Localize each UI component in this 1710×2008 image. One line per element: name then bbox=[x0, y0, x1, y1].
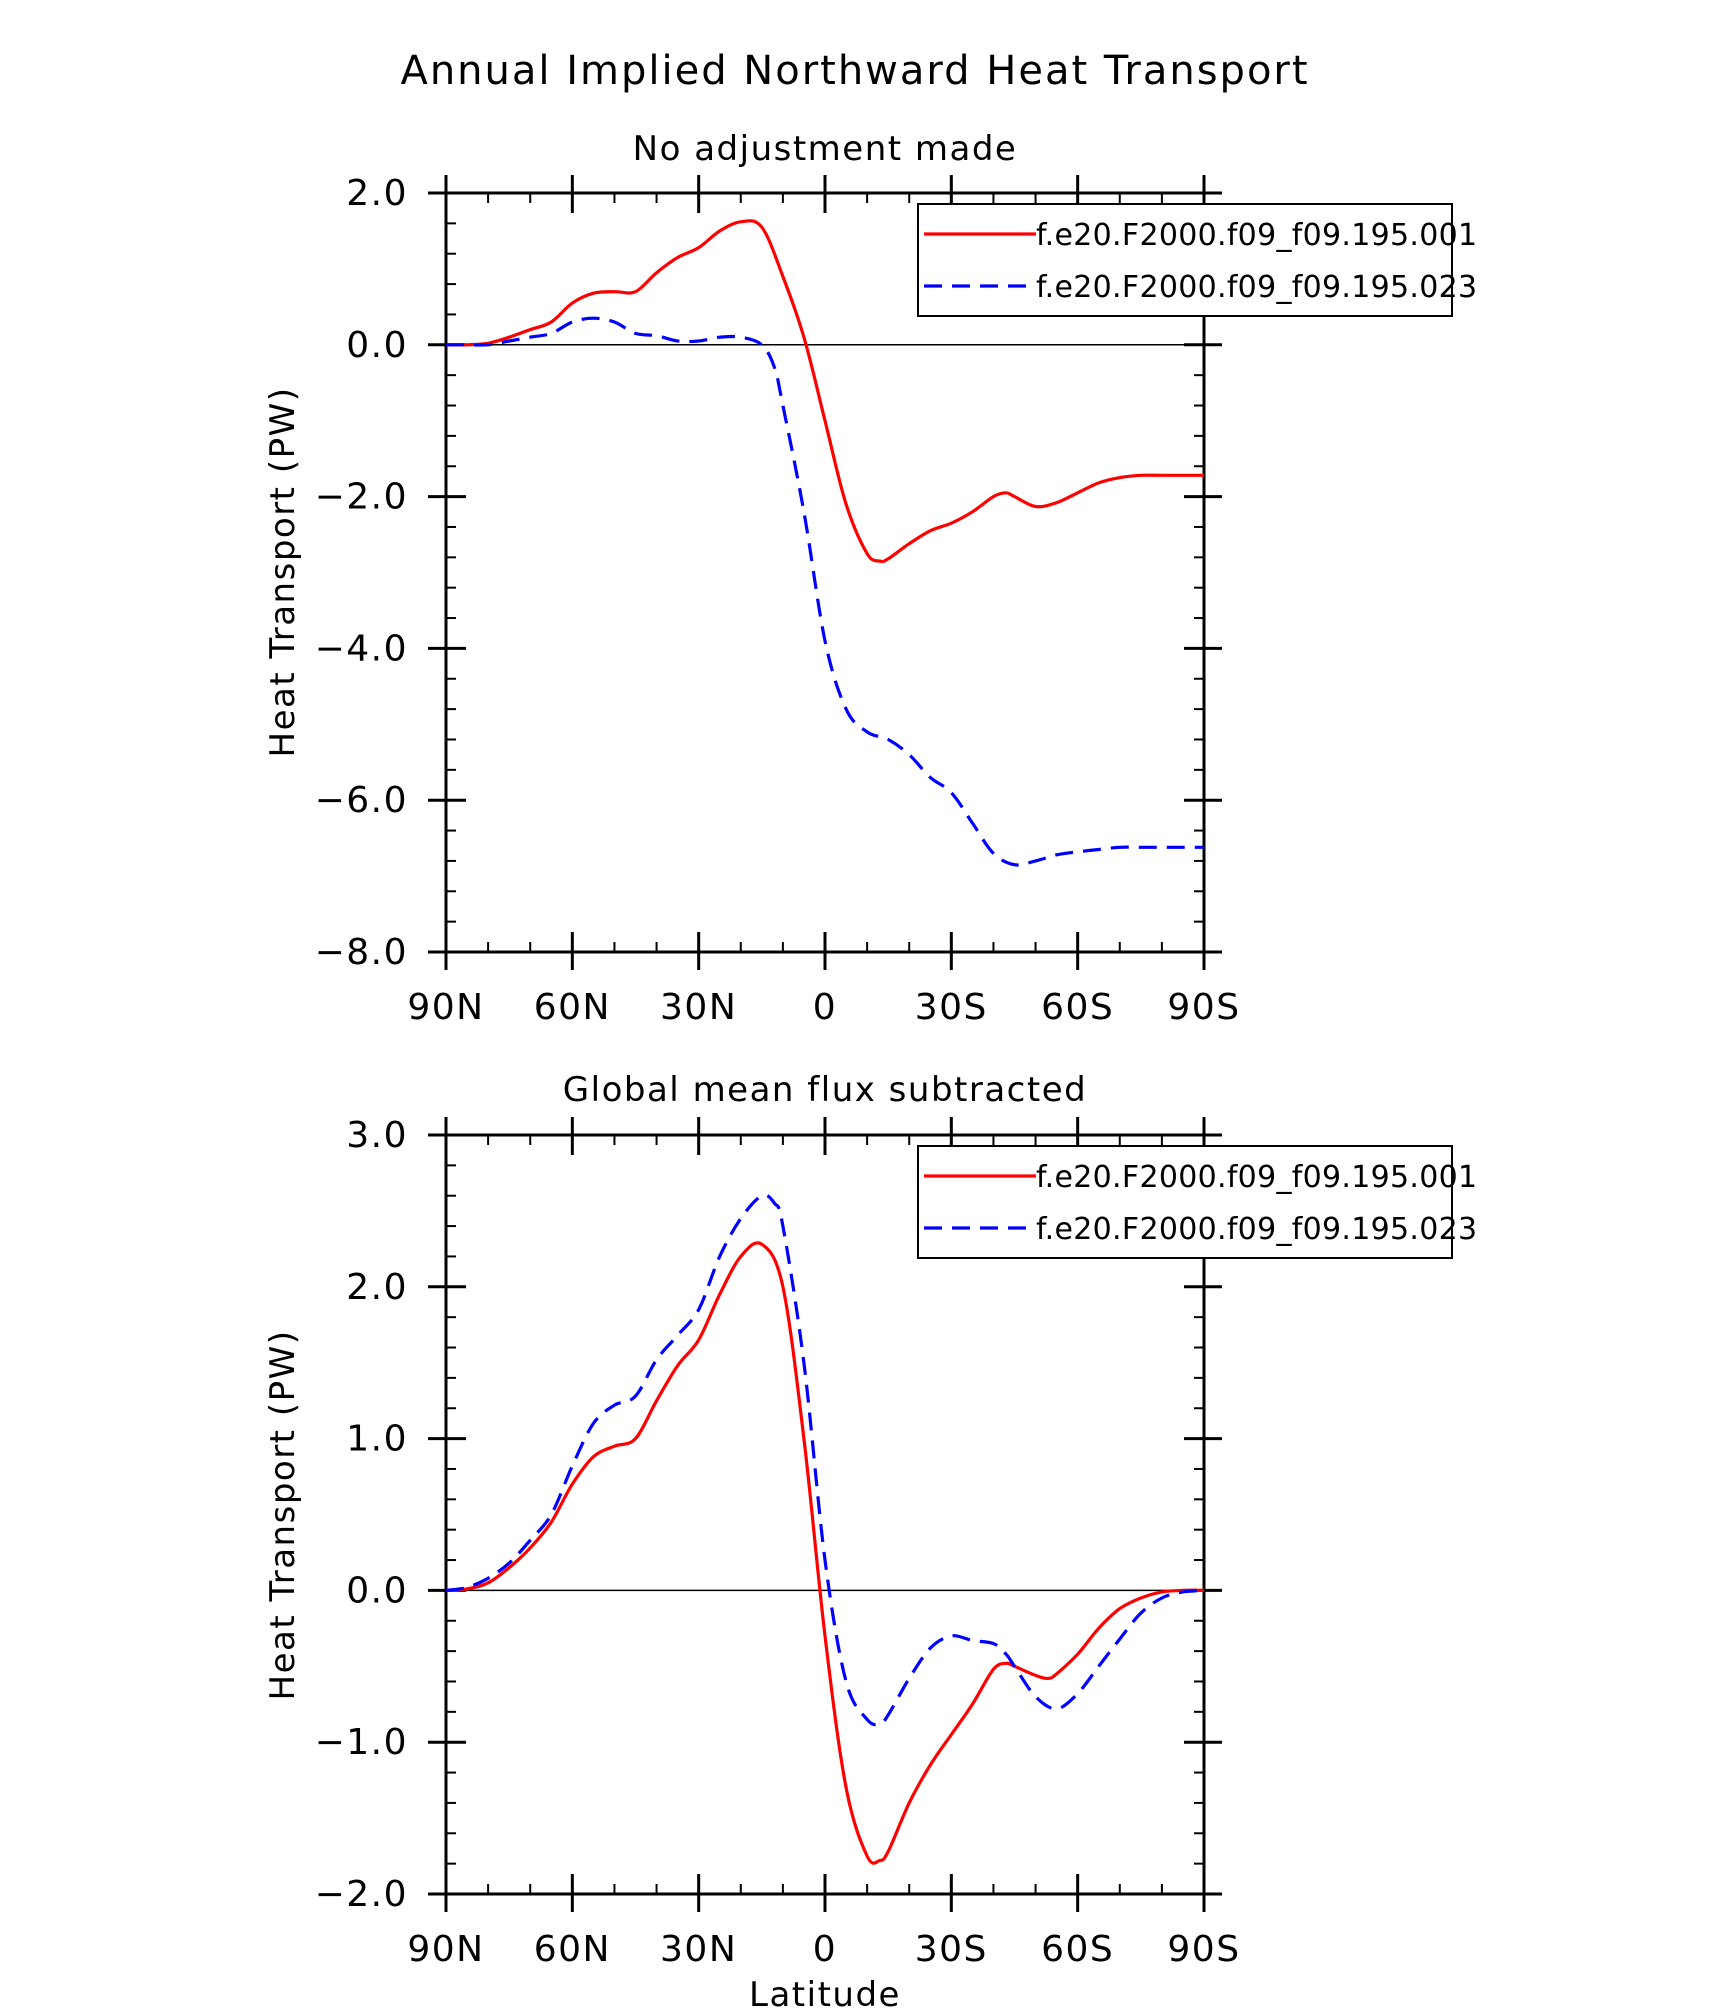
chart-top-ylabel: Heat Transport (PW) bbox=[263, 387, 303, 758]
y-tick-label: −6.0 bbox=[315, 780, 408, 821]
x-tick-label: 90S bbox=[1167, 987, 1240, 1028]
chart-bottom-xlabel: Latitude bbox=[749, 1975, 901, 2008]
chart-top-title: No adjustment made bbox=[633, 129, 1018, 169]
chart-bottom-ylabel: Heat Transport (PW) bbox=[263, 1330, 303, 1701]
legend-box bbox=[917, 203, 1453, 317]
series-line-1 bbox=[445, 219, 1204, 564]
x-tick-label: 0 bbox=[813, 987, 837, 1028]
y-tick-label: −4.0 bbox=[315, 628, 408, 669]
x-tick-label: 60N bbox=[534, 987, 611, 1028]
y-tick-label: 0.0 bbox=[346, 325, 408, 366]
x-tick-label: 90N bbox=[407, 1929, 484, 1970]
chart-bottom-title: Global mean flux subtracted bbox=[563, 1070, 1087, 1110]
x-tick-label: 30N bbox=[660, 987, 737, 1028]
y-tick-label: 2.0 bbox=[346, 1267, 408, 1308]
series-line-2 bbox=[446, 316, 1204, 867]
y-tick-label: 3.0 bbox=[346, 1115, 408, 1156]
x-tick-label: 60S bbox=[1041, 1929, 1114, 1970]
legend-label-1: f.e20.F2000.f09_f09.195.001 bbox=[1036, 218, 1477, 253]
x-tick-label: 0 bbox=[813, 1929, 837, 1970]
y-tick-label: −2.0 bbox=[315, 1874, 408, 1915]
x-tick-label: 60S bbox=[1041, 987, 1114, 1028]
legend-label-2: f.e20.F2000.f09_f09.195.023 bbox=[1036, 1212, 1477, 1247]
chart-top: No adjustment made Heat Transport (PW) 9… bbox=[263, 129, 1477, 1028]
series-line-1 bbox=[445, 1241, 1205, 1865]
legend-label-2: f.e20.F2000.f09_f09.195.023 bbox=[1036, 270, 1477, 305]
y-tick-label: 0.0 bbox=[346, 1570, 408, 1611]
y-tick-label: 1.0 bbox=[346, 1419, 408, 1460]
series-line-2 bbox=[445, 1193, 1205, 1727]
x-tick-label: 30N bbox=[660, 1929, 737, 1970]
y-tick-label: −1.0 bbox=[315, 1722, 408, 1763]
x-tick-label: 30S bbox=[915, 987, 988, 1028]
legend: f.e20.F2000.f09_f09.195.001 f.e20.F2000.f… bbox=[917, 203, 1477, 317]
legend-label-1: f.e20.F2000.f09_f09.195.001 bbox=[1036, 1160, 1477, 1195]
chart-bottom: Global mean flux subtracted Heat Transpo… bbox=[263, 1070, 1477, 2008]
x-tick-label: 60N bbox=[534, 1929, 611, 1970]
legend-box bbox=[917, 1145, 1453, 1259]
x-tick-label: 30S bbox=[915, 1929, 988, 1970]
x-tick-label: 90N bbox=[407, 987, 484, 1028]
x-tick-label: 90S bbox=[1167, 1929, 1240, 1970]
y-tick-label: −8.0 bbox=[315, 932, 408, 973]
legend: f.e20.F2000.f09_f09.195.001 f.e20.F2000.f… bbox=[917, 1145, 1477, 1259]
y-tick-label: −2.0 bbox=[315, 477, 408, 518]
y-tick-label: 2.0 bbox=[346, 173, 408, 214]
figure-title: Annual Implied Northward Heat Transport bbox=[400, 48, 1309, 94]
